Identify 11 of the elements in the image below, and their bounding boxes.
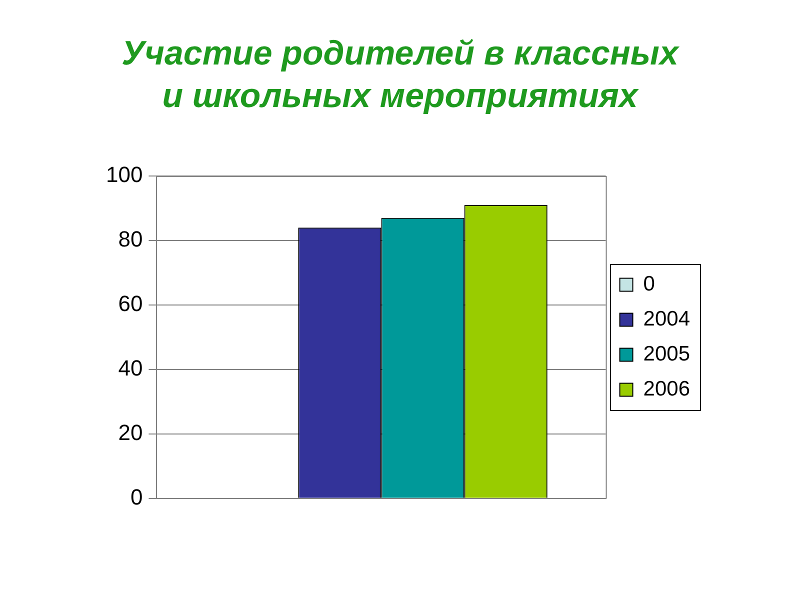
y-tick-label: 40 — [118, 356, 143, 381]
legend-label: 2006 — [643, 377, 690, 400]
y-tick-label: 80 — [118, 226, 143, 252]
y-tick-label: 20 — [118, 420, 143, 445]
legend-label: 2004 — [643, 307, 690, 330]
y-tick-label: 60 — [118, 291, 143, 316]
legend-label: 2005 — [643, 342, 690, 366]
legend-label: 0 — [643, 272, 655, 296]
chart-title: Участие родителей в классных и школьных мероприятиях — [122, 34, 680, 116]
y-tick-label: 0 — [130, 484, 143, 510]
y-tick-label: 100 — [106, 162, 143, 188]
